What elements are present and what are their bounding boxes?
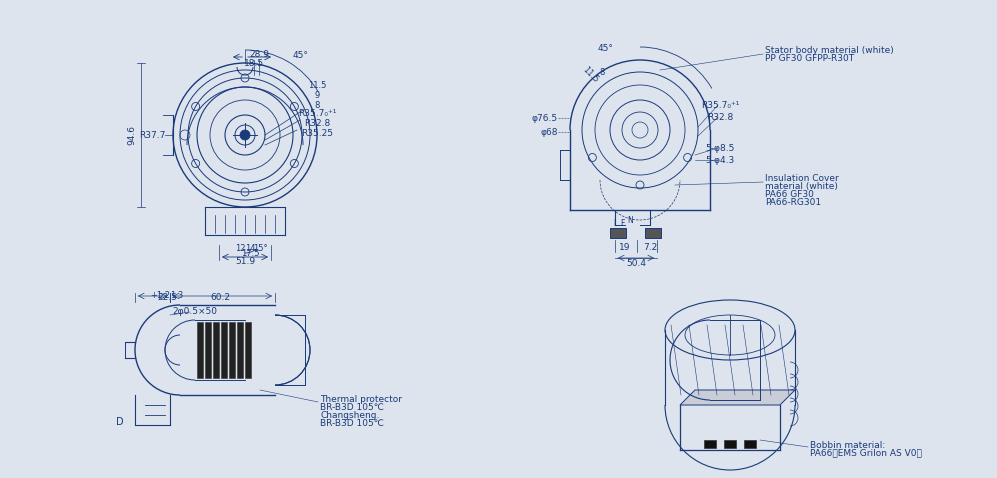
Text: BR-B3D 105℃: BR-B3D 105℃ — [320, 403, 384, 413]
Text: +1.2: +1.2 — [150, 291, 170, 300]
Text: 8: 8 — [599, 67, 605, 76]
Text: BR-B3D 105℃: BR-B3D 105℃ — [320, 420, 384, 428]
Text: 8: 8 — [314, 100, 320, 109]
Text: PA66 GF30: PA66 GF30 — [765, 189, 814, 198]
Text: 14: 14 — [244, 243, 255, 252]
Bar — [744, 440, 756, 448]
Text: 12: 12 — [234, 243, 245, 252]
Bar — [237, 322, 243, 378]
Text: D: D — [117, 417, 124, 427]
Text: PP GF30 GFPP-R30T: PP GF30 GFPP-R30T — [765, 54, 854, 63]
Text: R35.7₀⁺¹: R35.7₀⁺¹ — [298, 109, 336, 118]
Text: 45°: 45° — [292, 51, 308, 59]
Text: PA66（EMS Grilon AS V0）: PA66（EMS Grilon AS V0） — [810, 448, 922, 457]
Text: Bobbin material:: Bobbin material: — [810, 441, 885, 449]
Text: 28.9: 28.9 — [249, 50, 269, 58]
Text: 19: 19 — [619, 242, 631, 251]
Bar — [213, 322, 219, 378]
Bar — [197, 322, 203, 378]
Text: 50.4: 50.4 — [626, 259, 646, 268]
Text: 18.5: 18.5 — [244, 58, 264, 67]
Text: 11.5: 11.5 — [580, 65, 599, 85]
Bar — [704, 440, 716, 448]
Text: 5-φ4.3: 5-φ4.3 — [705, 155, 735, 164]
Polygon shape — [680, 390, 795, 405]
Circle shape — [240, 130, 250, 140]
Text: PA66-RG301: PA66-RG301 — [765, 197, 822, 206]
Text: 15°: 15° — [252, 243, 267, 252]
Text: 11.5: 11.5 — [308, 80, 326, 89]
Text: Insulation Cover: Insulation Cover — [765, 174, 838, 183]
Text: 7.2: 7.2 — [643, 242, 657, 251]
Text: φ68: φ68 — [540, 128, 558, 137]
Bar — [245, 322, 251, 378]
Bar — [645, 228, 661, 238]
Text: φ76.5: φ76.5 — [531, 113, 558, 122]
Text: 17.5: 17.5 — [240, 249, 259, 258]
Text: R32.8: R32.8 — [707, 112, 733, 121]
Text: L: L — [613, 218, 617, 228]
Bar — [229, 322, 235, 378]
Text: 94.6: 94.6 — [128, 125, 137, 145]
Text: R32.8: R32.8 — [304, 119, 330, 128]
Text: Changsheng.: Changsheng. — [320, 412, 380, 421]
Text: 51.9: 51.9 — [235, 258, 255, 267]
Text: Thermal protector: Thermal protector — [320, 395, 402, 404]
Text: 60.2: 60.2 — [210, 293, 230, 303]
Text: 5-φ8.5: 5-φ8.5 — [705, 143, 735, 152]
Text: 1.3: 1.3 — [170, 291, 183, 300]
Bar — [610, 228, 626, 238]
Text: R35.7₀⁺¹: R35.7₀⁺¹ — [701, 100, 739, 109]
Bar — [205, 322, 211, 378]
Bar — [724, 440, 736, 448]
Text: 22.5: 22.5 — [158, 293, 176, 303]
Text: 2φ0.5×50: 2φ0.5×50 — [172, 307, 217, 316]
Text: 9: 9 — [314, 90, 320, 99]
Text: N: N — [627, 216, 633, 225]
Text: Stator body material (white): Stator body material (white) — [765, 45, 893, 54]
Text: R37.7: R37.7 — [139, 130, 166, 140]
Text: R35.25: R35.25 — [301, 129, 333, 138]
Text: 45°: 45° — [597, 43, 613, 53]
Text: F: F — [620, 218, 624, 228]
Text: material (white): material (white) — [765, 182, 837, 191]
Bar — [221, 322, 227, 378]
